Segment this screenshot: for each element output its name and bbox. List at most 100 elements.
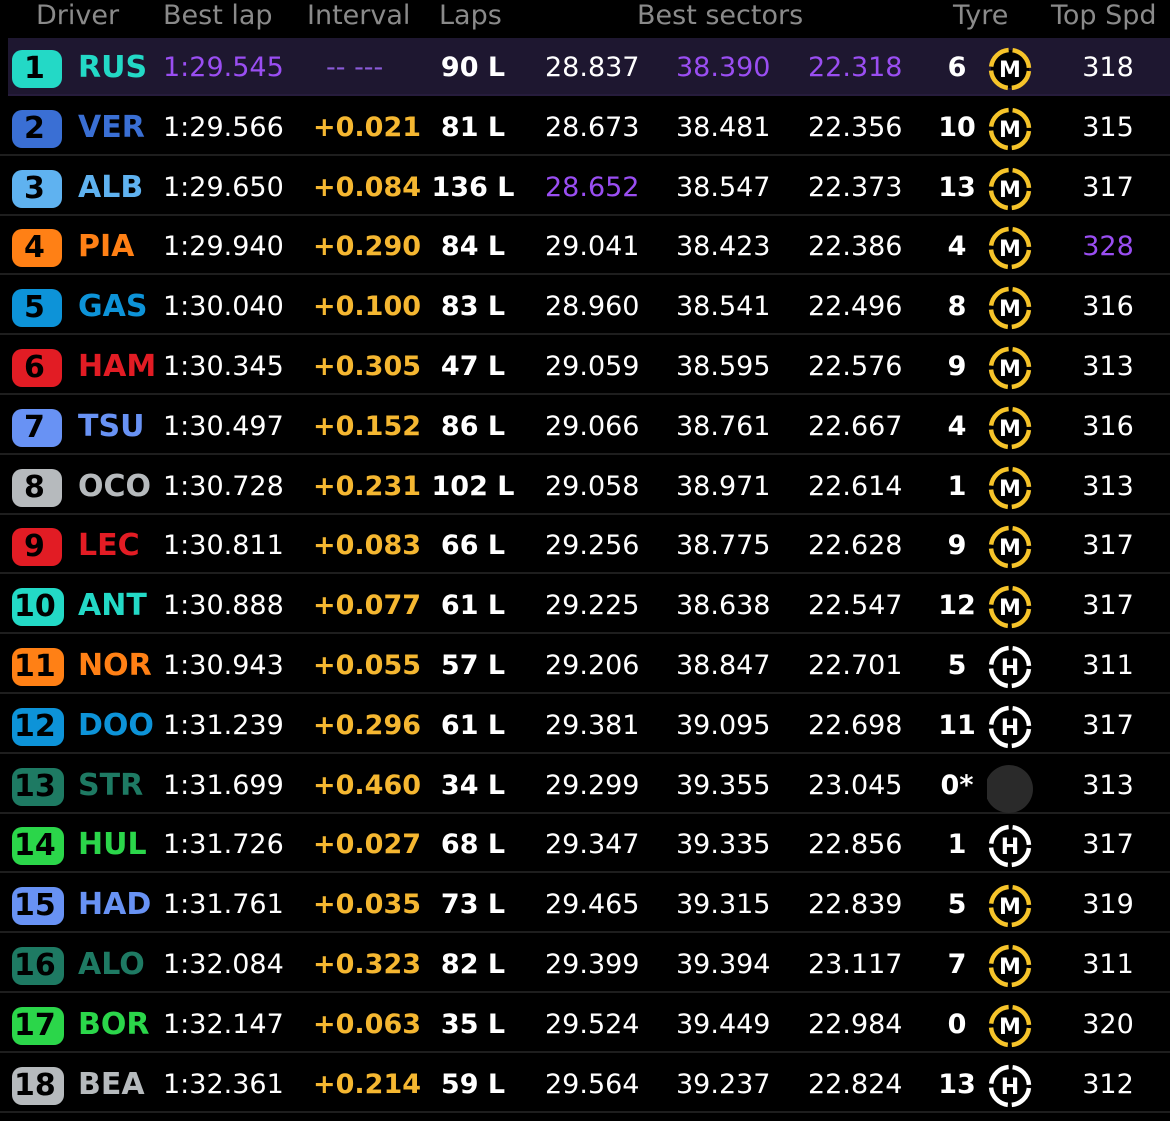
sector-1: 29.564	[545, 1068, 640, 1100]
lap-count: 68 L	[440, 829, 506, 861]
sector-2: 38.541	[676, 291, 771, 323]
driver-abbr: LEC	[78, 528, 140, 564]
sector-1: 29.381	[545, 709, 640, 741]
position-badge: 6	[12, 349, 62, 387]
svg-text:H: H	[1001, 656, 1019, 681]
position-badge: 15	[12, 887, 64, 926]
header-tyre[interactable]: Tyre	[953, 0, 1009, 31]
header-best-lap[interactable]: Best lap	[163, 0, 273, 31]
svg-text:M: M	[999, 895, 1021, 920]
tyre-age: 6	[947, 52, 967, 83]
best-lap: 1:30.728	[163, 470, 284, 502]
svg-text:H: H	[1001, 716, 1019, 741]
best-lap: 1:31.726	[163, 829, 284, 861]
table-row[interactable]: 4 PIA 1:29.940 +0.290 84 L 29.041 38.423 22.386…	[0, 217, 1170, 276]
table-row[interactable]: 8 OCO 1:30.728 +0.231 102 L 29.058 38.971 22.61…	[0, 457, 1170, 515]
sector-1: 29.524	[545, 1008, 640, 1040]
tyre-medium-icon: M	[987, 166, 1033, 212]
svg-text:H: H	[1001, 1075, 1019, 1100]
tyre-medium-icon: M	[987, 465, 1033, 511]
top-speed: 317	[1082, 829, 1134, 861]
svg-text:M: M	[999, 357, 1021, 382]
sector-3: 22.667	[808, 410, 903, 442]
tyre-age: 0*	[940, 769, 974, 801]
interval: +0.021	[313, 111, 422, 143]
svg-text:M: M	[999, 477, 1021, 502]
tyre-age: 10	[938, 111, 976, 143]
interval: +0.055	[313, 650, 422, 681]
header-best-sectors[interactable]: Best sectors	[637, 0, 804, 31]
tyre-age: 9	[947, 530, 967, 562]
svg-text:M: M	[999, 237, 1021, 262]
table-row[interactable]: 17 BOR 1:32.147 +0.063 35 L 29.524 39.449 22.98…	[0, 995, 1170, 1053]
tyre-age: 1	[947, 829, 967, 861]
table-row[interactable]: 13 STR 1:31.699 +0.460 34 L 29.299 39.355 23.04…	[0, 756, 1170, 814]
lap-count: 57 L	[440, 650, 506, 681]
tyre-age: 5	[947, 889, 967, 921]
sector-1: 28.960	[545, 291, 640, 323]
top-speed: 313	[1082, 769, 1134, 801]
driver-abbr: OCO	[78, 468, 152, 504]
table-row[interactable]: 16 ALO 1:32.084 +0.323 82 L 29.399 39.394 23.11…	[0, 935, 1170, 993]
header-driver[interactable]: Driver	[36, 0, 120, 31]
driver-abbr: PIA	[78, 229, 135, 265]
table-row[interactable]: 10 ANT 1:30.888 +0.077 61 L 29.225 38.638 22.54…	[0, 576, 1170, 635]
tyre-age: 0	[947, 1008, 967, 1040]
tyre-age: 12	[938, 590, 976, 622]
lap-count: 61 L	[440, 709, 506, 741]
svg-text:M: M	[999, 417, 1021, 442]
table-row[interactable]: 5 GAS 1:30.040 +0.100 83 L 28.960 38.541 22.496…	[0, 277, 1170, 336]
sector-2: 38.761	[676, 410, 771, 442]
table-row[interactable]: 1 RUS 1:29.545 -- --- 90 L 28.837 38.390 22.318…	[8, 38, 1170, 96]
driver-abbr: ALO	[78, 947, 145, 982]
table-row[interactable]: 9 LEC 1:30.811 +0.083 66 L 29.256 38.775 22.628…	[0, 516, 1170, 575]
header-interval[interactable]: Interval	[307, 0, 411, 31]
svg-text:M: M	[999, 297, 1021, 322]
best-lap: 1:30.943	[163, 650, 284, 681]
tyre-hard-icon: H	[987, 1063, 1033, 1109]
driver-abbr: GAS	[78, 289, 148, 325]
sector-3: 22.318	[808, 52, 903, 83]
position-badge: 3	[12, 169, 62, 208]
table-row[interactable]: 2 VER 1:29.566 +0.021 81 L 28.673 38.481 22.356…	[0, 98, 1170, 156]
driver-abbr: ANT	[78, 588, 147, 624]
svg-text:H: H	[1001, 835, 1019, 860]
interval: +0.152	[313, 410, 422, 442]
sector-3: 23.045	[808, 769, 903, 801]
position-badge: 4	[12, 229, 62, 268]
table-row[interactable]: 18 BEA 1:32.361 +0.214 59 L 29.564 39.237 22.82…	[0, 1055, 1170, 1113]
sector-2: 39.355	[676, 769, 771, 801]
lap-count: 82 L	[440, 949, 506, 980]
sector-2: 39.394	[676, 949, 771, 980]
table-row[interactable]: 7 TSU 1:30.497 +0.152 86 L 29.066 38.761 22.667…	[0, 397, 1170, 455]
tyre-medium-icon: M	[987, 943, 1033, 989]
top-speed: 311	[1082, 650, 1134, 681]
header-laps[interactable]: Laps	[439, 0, 502, 31]
sector-3: 22.856	[808, 829, 903, 861]
tyre-medium-icon: M	[987, 524, 1033, 570]
svg-text:M: M	[999, 536, 1021, 561]
sector-2: 38.847	[676, 650, 771, 681]
driver-abbr: HUL	[78, 827, 147, 863]
position-badge: 8	[12, 468, 62, 507]
table-row[interactable]: 3 ALB 1:29.650 +0.084 136 L 28.652 38.547 22.37…	[0, 158, 1170, 216]
best-lap: 1:31.699	[163, 769, 284, 801]
lap-count: 84 L	[440, 231, 506, 263]
table-row[interactable]: 6 HAM 1:30.345 +0.305 47 L 29.059 38.595 22.576…	[0, 337, 1170, 395]
best-lap: 1:29.650	[163, 171, 284, 203]
table-row[interactable]: 11 NOR 1:30.943 +0.055 57 L 29.206 38.847 22.70…	[0, 636, 1170, 694]
sector-2: 39.237	[676, 1068, 771, 1100]
best-lap: 1:31.761	[163, 889, 284, 921]
header-top-speed[interactable]: Top Spd	[1051, 0, 1157, 31]
table-row[interactable]: 12 DOO 1:31.239 +0.296 61 L 29.381 39.095 22.69…	[0, 696, 1170, 754]
interval: +0.100	[313, 291, 422, 323]
tyre-medium-icon: M	[987, 106, 1033, 152]
table-row[interactable]: 15 HAD 1:31.761 +0.035 73 L 29.465 39.315 22.83…	[0, 875, 1170, 934]
tyre-medium-icon: M	[987, 883, 1033, 929]
tyre-age: 5	[947, 650, 967, 681]
interval: +0.231	[313, 470, 422, 502]
sector-2: 38.638	[676, 590, 771, 622]
table-row[interactable]: 14 HUL 1:31.726 +0.027 68 L 29.347 39.335 22.85…	[0, 815, 1170, 874]
top-speed: 318	[1082, 52, 1134, 83]
position-badge: 11	[12, 648, 64, 686]
